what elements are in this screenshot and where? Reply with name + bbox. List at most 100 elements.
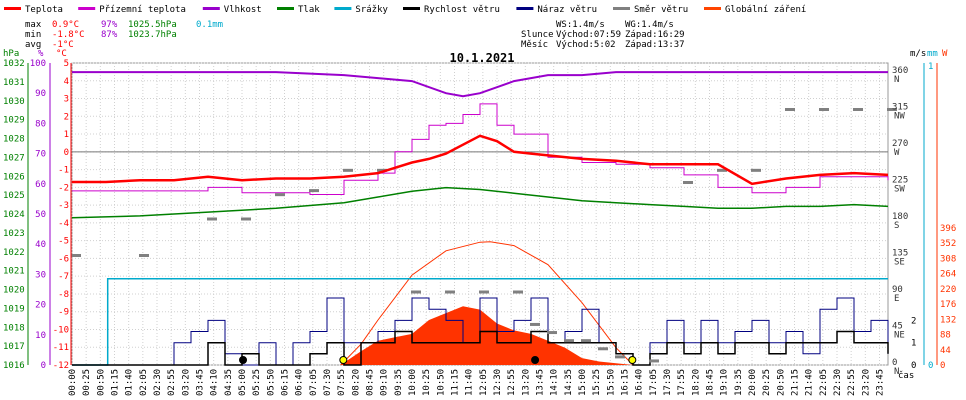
celsius-tick-label: -8 [58,290,69,300]
series-layer [71,71,897,366]
legend-label: Tlak [298,5,320,15]
ms-tick-label: 2 [911,316,916,326]
ms-tick-label: 0 [911,361,916,371]
hpa-tick-label: 1026 [3,172,25,182]
time-tick-label: 05:00 [238,369,248,396]
info-ws: WS:1.4m/s [556,20,605,30]
time-tick-label: 20:00 [748,369,758,396]
time-tick-label: 04:10 [210,369,220,396]
sun-rise-marker [339,356,348,364]
time-tick-label: 16:15 [621,369,631,396]
celsius-unit: °C [56,49,67,59]
time-tick-label: 02:05 [139,369,149,396]
wind-direction-mark [241,217,251,221]
time-tick-label: 08:45 [366,369,376,396]
time-tick-label: 03:20 [181,369,191,396]
legend-swatch [202,7,220,10]
celsius-tick-label: 4 [64,77,69,87]
time-tick-label: 01:40 [125,369,135,396]
time-tick-label: 03:45 [196,369,206,396]
info-moon-rise: Východ:5:02 [556,40,616,50]
legend-swatch [334,7,352,10]
time-tick-label: 10:50 [436,369,446,396]
wind-direction-mark [564,339,574,343]
hpa-tick-label: 1016 [3,361,25,371]
direction-tick-label: 90 [892,285,903,295]
time-tick-label: 14:35 [564,369,574,396]
time-tick-label: 12:05 [479,369,489,396]
percent-tick-label: 40 [35,240,46,250]
direction-tick-label: N [894,75,899,85]
direction-tick-label: N [894,367,899,377]
hpa-unit: hPa [3,49,19,59]
time-tick-label: 17:05 [649,369,659,396]
info-wg: WG:1.4m/s [625,20,674,30]
time-tick-label: 23:45 [876,369,886,396]
watt-tick-label: 352 [940,239,956,249]
direction-tick-label: E [894,294,899,304]
wind-direction-mark [785,108,795,111]
info-moon-label: Měsíc [521,40,548,50]
time-tick-label: 06:15 [281,369,291,396]
wind-direction-mark [887,108,897,111]
wind-direction-mark [513,290,523,294]
wind-direction-mark [530,322,540,326]
direction-tick-label: 135 [892,249,908,259]
legend-swatch [613,7,630,10]
celsius-tick-label: -6 [58,254,69,264]
time-tick-label: 18:45 [706,369,716,396]
legend-label: Srážky [355,5,388,15]
percent-tick-label: 100 [30,59,46,69]
legend-label: Teplota [25,5,63,15]
celsius-tick-label: 0 [64,148,69,158]
temperature-line [72,134,889,186]
hpa-tick-label: 1030 [3,97,25,107]
time-tick-label: 22:30 [833,369,843,396]
legend-swatch [277,7,294,10]
hpa-tick-label: 1022 [3,248,25,258]
watt-unit: W [942,49,948,59]
celsius-tick-label: -2 [58,183,69,193]
time-tick-label: 00:00 [68,369,78,396]
time-tick-label: 12:30 [493,369,503,396]
wind-direction-mark [581,339,591,343]
wind-direction-mark [717,168,727,172]
percent-tick-label: 70 [35,150,46,160]
celsius-tick-label: -1 [58,166,69,176]
wind-direction-mark [598,347,608,351]
hpa-tick-label: 1024 [3,210,25,220]
time-tick-label: 11:40 [465,369,475,396]
celsius-tick-label: -9 [58,308,69,318]
celsius-tick-label: -11 [53,343,69,353]
time-tick-label: 11:15 [451,369,461,396]
watt-tick-label: 132 [940,315,956,325]
percent-tick-label: 80 [35,119,46,129]
celsius-tick-label: -12 [53,361,69,371]
percent-tick-label: 0 [41,361,46,371]
direction-tick-label: 180 [892,212,908,222]
time-tick-label: 14:10 [550,369,560,396]
time-tick-label: 09:10 [380,369,390,396]
legend: Teplota Přízemní teplota Vlhkost Tlak Srážky… [4,5,806,15]
stat-rain: 0.1mm [196,20,223,30]
stat-humidity: 97% [101,20,118,30]
legend-label: Přízemní teplota [99,5,186,15]
celsius-tick-label: 5 [64,59,69,69]
celsius-tick-label: -5 [58,237,69,247]
time-tick-label: 17:30 [663,369,673,396]
time-tick-label: 19:10 [720,369,730,396]
wind-direction-mark [71,254,81,257]
stat-pressure: 1023.7hPa [128,30,177,40]
stat-temp: -1°C [52,40,74,50]
moon-set-marker [531,356,540,364]
direction-tick-label: 315 [892,103,908,113]
time-tick-label: 15:00 [578,369,588,396]
celsius-tick-label: -10 [53,325,69,335]
wind-speed-line [72,330,889,366]
hpa-tick-label: 1029 [3,116,25,126]
wind-direction-mark [377,168,387,172]
hpa-tick-label: 1032 [3,59,25,69]
chart-title: 10.1.2021 [449,51,514,65]
time-tick-label: 13:45 [536,369,546,396]
hpa-tick-label: 1019 [3,304,25,314]
